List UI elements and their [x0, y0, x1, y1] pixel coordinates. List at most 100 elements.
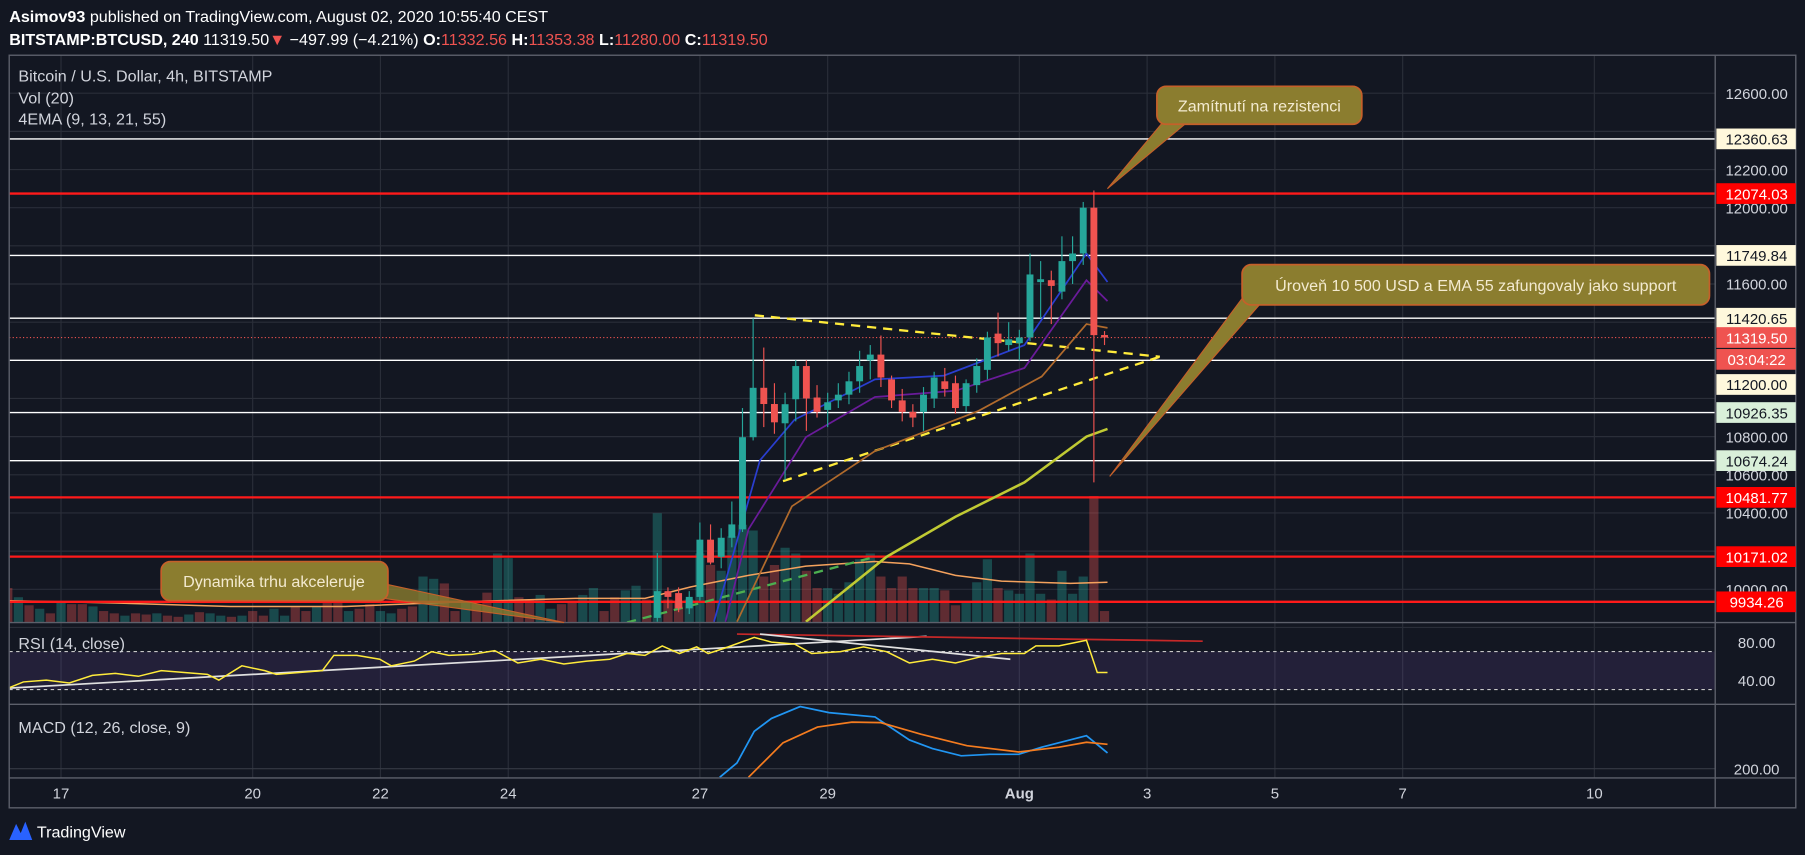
volume-bar	[194, 612, 205, 623]
rsi-trendline[interactable]	[736, 633, 1203, 643]
candle[interactable]	[856, 350, 864, 393]
macd-pane[interactable]	[9, 705, 1716, 778]
rsi-pane[interactable]	[9, 633, 1716, 691]
price-level-label: 10481.77	[1716, 486, 1796, 508]
candle[interactable]	[813, 385, 821, 418]
rsi-tick-label: 80.00	[1738, 635, 1775, 652]
rsi-legend[interactable]: RSI (14, close)	[18, 635, 125, 653]
close-value: 11319.50	[702, 31, 768, 49]
macd-tick-label: 200.00	[1734, 761, 1780, 778]
time-tick-label: 22	[372, 786, 389, 803]
candle-body	[760, 387, 768, 405]
price-level-label-text: 11200.00	[1726, 377, 1787, 394]
candle[interactable]	[1026, 253, 1034, 342]
author[interactable]: Asimov93	[9, 8, 85, 26]
price-level-label: 10674.24	[1716, 450, 1796, 471]
candle[interactable]	[781, 392, 789, 480]
brand-name: TradingView	[37, 824, 126, 842]
candle[interactable]	[941, 367, 949, 397]
volume-bar	[1004, 590, 1014, 623]
volume-bar	[333, 599, 343, 623]
tradingview-icon	[9, 821, 33, 841]
candle[interactable]	[749, 318, 757, 441]
candle[interactable]	[1047, 270, 1055, 325]
price-level-label-bg	[1716, 307, 1796, 329]
candle[interactable]	[675, 587, 683, 613]
candle-body	[994, 333, 1002, 344]
candle[interactable]	[1037, 261, 1045, 319]
candle[interactable]	[1090, 190, 1098, 483]
candle[interactable]	[951, 375, 959, 414]
candle[interactable]	[866, 345, 874, 380]
trendline-upper[interactable]	[754, 314, 1161, 358]
candle[interactable]	[1005, 322, 1013, 351]
candle[interactable]	[1015, 329, 1023, 361]
candle[interactable]	[930, 371, 938, 409]
candle[interactable]	[739, 408, 746, 533]
candle[interactable]	[845, 371, 853, 405]
tradingview-logo[interactable]: TradingView	[9, 821, 126, 842]
volume-legend[interactable]: Vol (20)	[18, 90, 74, 108]
candle[interactable]	[1069, 236, 1077, 285]
volume-bar	[205, 613, 215, 623]
candle[interactable]	[1101, 331, 1108, 346]
candle[interactable]	[983, 331, 991, 380]
volume-bar	[141, 614, 151, 623]
volume-bar	[918, 588, 929, 623]
candle[interactable]	[973, 358, 981, 393]
candle[interactable]	[653, 553, 661, 622]
main-legend[interactable]: Bitcoin / U.S. Dollar, 4h, BITSTAMP	[18, 68, 272, 86]
candle[interactable]	[792, 360, 800, 422]
volume-bar	[98, 611, 109, 623]
rsi-band	[9, 651, 1716, 690]
candle[interactable]	[824, 392, 832, 428]
ema-legend[interactable]: 4EMA (9, 13, 21, 55)	[18, 110, 166, 128]
candle[interactable]	[888, 375, 896, 409]
trendline-volume-trend[interactable]	[626, 555, 876, 623]
axes[interactable]: 12600.00 12200.00 12000.00 11600.00 10800.00…	[53, 86, 1796, 803]
low-value: 11280.00	[614, 31, 680, 49]
volume-bar	[599, 611, 609, 623]
candle[interactable]	[898, 388, 906, 422]
candle[interactable]	[1058, 236, 1066, 300]
candle-body	[781, 404, 789, 424]
price-tick-label: 11600.00	[1726, 277, 1787, 294]
candle[interactable]	[717, 528, 725, 569]
rsi-trendline[interactable]	[759, 633, 1011, 661]
price-level-label-bg	[1716, 374, 1796, 395]
candle[interactable]	[877, 335, 885, 388]
candle[interactable]	[707, 524, 714, 565]
candle[interactable]	[994, 312, 1002, 357]
price-level-label-text: 12074.03	[1725, 186, 1787, 203]
callout-rejection[interactable]: Zamítnutí na rezistenci	[1106, 85, 1363, 190]
candle[interactable]	[696, 522, 704, 601]
candle[interactable]	[1079, 201, 1087, 265]
candle[interactable]	[802, 360, 810, 431]
volume-bar	[311, 606, 322, 623]
candle[interactable]	[834, 383, 842, 409]
price-pane[interactable]	[3, 138, 1716, 623]
time-tick-label: 7	[1399, 786, 1407, 803]
callout-momentum[interactable]: Dynamika trhu akceleruje	[160, 560, 565, 624]
rsi-trendline[interactable]	[9, 635, 927, 690]
candle[interactable]	[770, 383, 778, 434]
volume-bar	[524, 599, 535, 623]
open-label: O:	[423, 31, 441, 49]
callout-support[interactable]: Úroveň 10 500 USD a EMA 55 zafungovaly j…	[1109, 263, 1711, 477]
candle[interactable]	[760, 347, 768, 428]
macd-legend[interactable]: MACD (12, 26, close, 9)	[18, 719, 190, 737]
candle[interactable]	[664, 587, 672, 609]
candle[interactable]	[962, 379, 970, 412]
candle[interactable]	[728, 501, 736, 548]
price-level-label-text: 12360.63	[1725, 132, 1787, 149]
ema-line-21	[736, 323, 1108, 623]
candle-body	[1058, 261, 1066, 292]
close-label: C:	[680, 31, 701, 49]
candle[interactable]	[685, 591, 693, 615]
candle[interactable]	[909, 404, 917, 428]
trendline-lower[interactable]	[782, 355, 1161, 483]
candle[interactable]	[920, 387, 927, 431]
volume-bar	[833, 593, 843, 623]
